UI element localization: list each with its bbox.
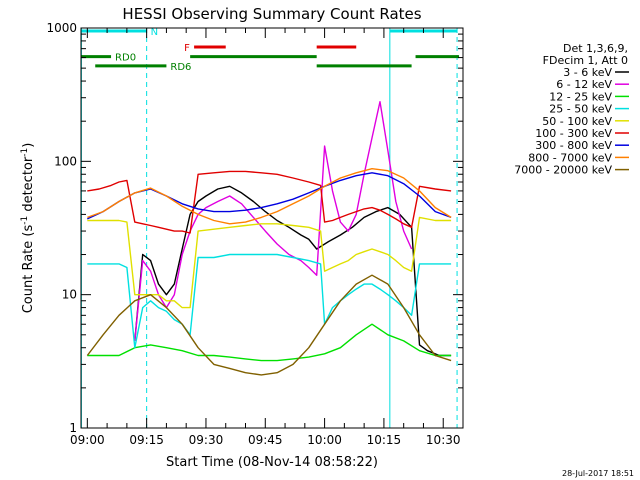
legend-label-2: 12 - 25 keV	[549, 90, 612, 103]
legend-label-7: 800 - 7000 keV	[528, 151, 612, 164]
legend-label-4: 50 - 100 keV	[542, 115, 612, 128]
series-line-3	[87, 253, 452, 349]
series-line-8	[86, 274, 452, 376]
x-tick-label-5: 10:15	[367, 433, 402, 447]
legend-label-6: 300 - 800 keV	[535, 139, 612, 152]
legend-label-3: 25 - 50 keV	[549, 103, 612, 116]
chart-title: HESSI Observing Summary Count Rates	[122, 5, 421, 23]
legend: Det 1,3,6,9, FDecim 1, Att 0 3 - 6 keV6 …	[514, 42, 629, 177]
y-axis-label-end: )	[21, 143, 36, 148]
y-axis-label-main: Count Rate (s	[21, 225, 36, 314]
x-tick-label-0: 09:00	[70, 433, 105, 447]
legend-label-0: 3 - 6 keV	[563, 66, 612, 79]
y-axis-label-sup1: -1	[20, 216, 30, 225]
x-tick-label-1: 09:15	[129, 433, 164, 447]
legend-header-line1: Det 1,3,6,9,	[563, 42, 628, 55]
series-line-0	[134, 185, 452, 357]
legend-label-5: 100 - 300 keV	[535, 127, 612, 140]
bar-label-rd0: RD0	[115, 53, 136, 64]
y-axis: 1 10 100 1000	[46, 21, 463, 435]
x-axis: 09:00 09:15 09:30 09:45 10:00 10:15 10:30	[70, 28, 461, 447]
series-line-2	[87, 323, 452, 362]
bar-label-f: F	[184, 43, 190, 54]
footer-timestamp: 28-Jul-2017 18:51	[562, 469, 634, 478]
x-tick-label-2: 09:30	[189, 433, 224, 447]
series-line-7	[87, 168, 452, 225]
observing-bars: N F RD0 RD6	[81, 27, 460, 73]
legend-header-line2: FDecim 1, Att 0	[543, 54, 628, 67]
series-line-5	[87, 170, 452, 234]
y-axis-label: Count Rate (s-1 detector-1)	[20, 143, 36, 314]
plot-frame	[80, 27, 464, 429]
y-tick-label-3: 1000	[46, 21, 77, 35]
y-tick-label-0: 1	[69, 421, 77, 435]
series-line-6	[87, 172, 452, 220]
legend-label-1: 6 - 12 keV	[556, 78, 612, 91]
y-axis-label-mid: detector	[21, 156, 36, 216]
legend-label-8: 7000 - 20000 keV	[514, 164, 612, 177]
series-layer	[86, 101, 452, 376]
y-tick-label-2: 100	[54, 154, 77, 168]
bar-label-rd6: RD6	[170, 62, 191, 73]
x-tick-label-6: 10:30	[426, 433, 461, 447]
x-tick-label-4: 10:00	[307, 433, 342, 447]
y-tick-label-1: 10	[62, 288, 77, 302]
y-axis-label-sup2: -1	[20, 148, 30, 157]
plot-area	[80, 28, 458, 428]
series-line-1	[134, 101, 413, 341]
x-axis-label: Start Time (08-Nov-14 08:58:22)	[166, 455, 378, 470]
x-tick-label-3: 09:45	[248, 433, 283, 447]
bar-label-n: N	[151, 27, 158, 38]
